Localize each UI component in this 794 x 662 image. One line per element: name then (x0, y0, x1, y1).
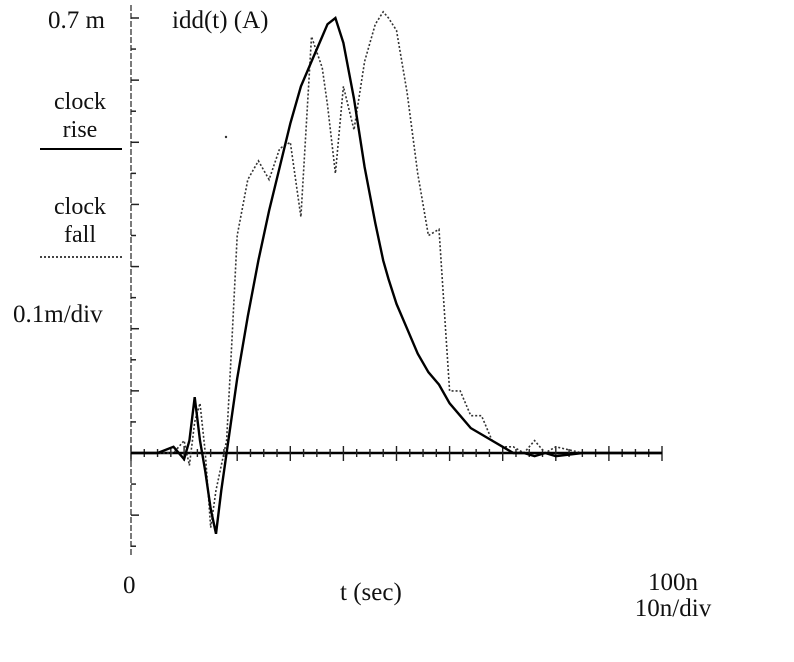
legend-rise-line2: rise (62, 117, 98, 143)
x-axis-start-label: 0 (123, 572, 136, 599)
x-axis-end-label: 100n 10n/div (618, 570, 728, 621)
legend-rise-line1: clock (54, 89, 106, 115)
x-axis-end-value: 100n (648, 569, 698, 596)
axes (130, 5, 663, 555)
series-clock-fall (131, 10, 662, 528)
legend-rise-swatch (40, 148, 122, 150)
x-axis-title: t (sec) (340, 579, 402, 606)
y-axis-top-label: 0.7 m (48, 7, 105, 34)
y-axis-scale-label: 0.1m/div (13, 301, 103, 328)
legend-fall-line2: fall (64, 222, 96, 248)
legend-rise-label: clock rise (40, 90, 120, 142)
series-clock-rise (131, 15, 662, 535)
legend-fall-swatch (40, 256, 122, 258)
legend-fall-label: clock fall (40, 195, 120, 247)
chart-title: idd(t) (A) (172, 7, 269, 34)
legend-fall-line1: clock (54, 194, 106, 220)
x-axis-scale: 10n/div (634, 595, 712, 622)
